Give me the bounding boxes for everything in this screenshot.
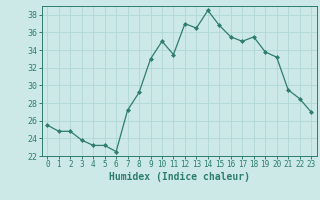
X-axis label: Humidex (Indice chaleur): Humidex (Indice chaleur) [109, 172, 250, 182]
